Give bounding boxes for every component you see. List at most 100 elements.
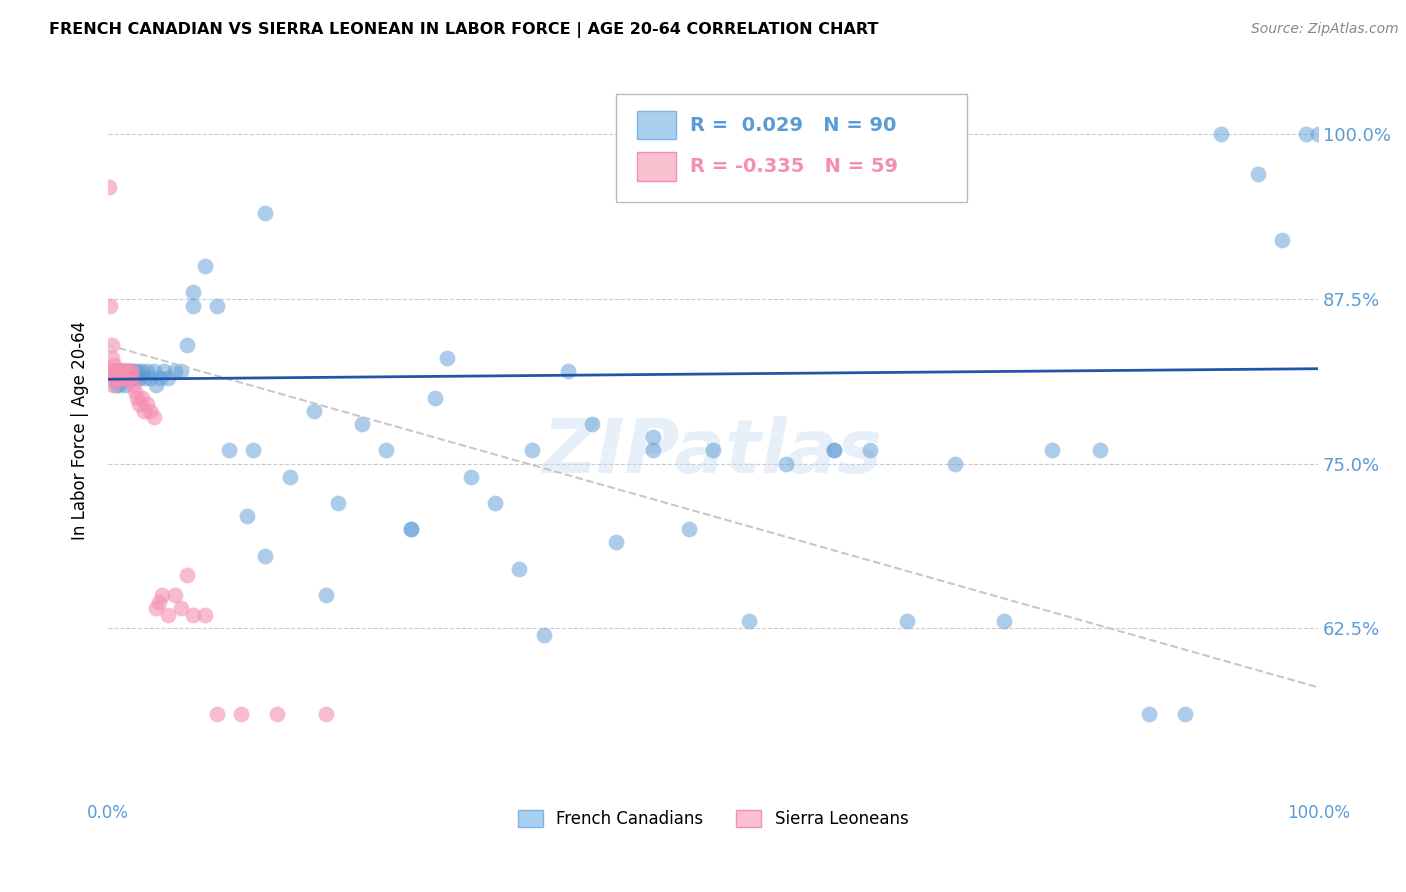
- Point: [112, 364, 135, 378]
- Point: [108, 364, 131, 378]
- Text: ZIPatlas: ZIPatlas: [543, 416, 883, 489]
- Point: [105, 364, 128, 378]
- Point: [112, 364, 135, 378]
- Point: [111, 371, 134, 385]
- Point: [103, 364, 125, 378]
- Point: [120, 371, 142, 385]
- Point: [242, 443, 264, 458]
- Point: [105, 364, 128, 378]
- Point: [108, 371, 131, 385]
- Point: [135, 397, 157, 411]
- Point: [194, 607, 217, 622]
- Point: [229, 706, 252, 721]
- Point: [1211, 128, 1233, 142]
- Point: [1295, 128, 1317, 142]
- Point: [943, 457, 966, 471]
- Point: [157, 607, 180, 622]
- Point: [134, 404, 156, 418]
- Point: [120, 371, 142, 385]
- Text: R = -0.335   N = 59: R = -0.335 N = 59: [690, 157, 898, 176]
- Point: [111, 364, 134, 378]
- Point: [103, 364, 125, 378]
- Point: [107, 364, 129, 378]
- Point: [205, 298, 228, 312]
- Point: [254, 549, 277, 563]
- Point: [125, 371, 148, 385]
- Point: [145, 377, 167, 392]
- Point: [236, 509, 259, 524]
- Point: [181, 285, 204, 300]
- FancyBboxPatch shape: [616, 94, 967, 202]
- Point: [107, 371, 129, 385]
- Point: [557, 364, 579, 378]
- Point: [125, 391, 148, 405]
- Point: [121, 364, 143, 378]
- Point: [823, 443, 845, 458]
- Point: [508, 562, 530, 576]
- Point: [101, 364, 124, 378]
- Point: [326, 496, 349, 510]
- Point: [993, 615, 1015, 629]
- Point: [181, 607, 204, 622]
- Point: [315, 588, 337, 602]
- Point: [157, 371, 180, 385]
- Point: [107, 364, 129, 378]
- Point: [859, 443, 882, 458]
- Point: [145, 601, 167, 615]
- Point: [114, 377, 136, 392]
- Point: [641, 430, 664, 444]
- Point: [823, 443, 845, 458]
- Point: [105, 371, 128, 385]
- Point: [169, 364, 191, 378]
- Bar: [637, 111, 675, 139]
- Point: [103, 358, 125, 372]
- Point: [114, 371, 136, 385]
- Point: [315, 706, 337, 721]
- Point: [169, 601, 191, 615]
- Point: [103, 364, 125, 378]
- Point: [124, 364, 146, 378]
- Point: [118, 371, 141, 385]
- Point: [163, 588, 186, 602]
- Text: FRENCH CANADIAN VS SIERRA LEONEAN IN LABOR FORCE | AGE 20-64 CORRELATION CHART: FRENCH CANADIAN VS SIERRA LEONEAN IN LAB…: [49, 22, 879, 38]
- Point: [118, 364, 141, 378]
- Point: [112, 371, 135, 385]
- Point: [143, 410, 166, 425]
- Point: [111, 371, 134, 385]
- Point: [107, 371, 129, 385]
- Point: [605, 535, 627, 549]
- Point: [641, 443, 664, 458]
- Point: [110, 371, 132, 385]
- Point: [581, 417, 603, 431]
- Point: [100, 298, 122, 312]
- Point: [117, 371, 139, 385]
- Point: [738, 615, 761, 629]
- Point: [131, 364, 153, 378]
- Point: [115, 371, 138, 385]
- Point: [122, 371, 145, 385]
- Point: [117, 371, 139, 385]
- Point: [114, 371, 136, 385]
- Point: [118, 364, 141, 378]
- Point: [108, 364, 131, 378]
- Point: [533, 628, 555, 642]
- Point: [254, 206, 277, 220]
- Point: [98, 180, 121, 194]
- Point: [112, 371, 135, 385]
- Point: [128, 371, 150, 385]
- Point: [399, 522, 422, 536]
- Point: [1090, 443, 1112, 458]
- Point: [139, 404, 162, 418]
- Text: Source: ZipAtlas.com: Source: ZipAtlas.com: [1251, 22, 1399, 37]
- Point: [104, 364, 127, 378]
- Point: [121, 364, 143, 378]
- Point: [218, 443, 240, 458]
- Point: [266, 706, 288, 721]
- Point: [775, 457, 797, 471]
- Point: [205, 706, 228, 721]
- Point: [678, 522, 700, 536]
- Point: [108, 364, 131, 378]
- Point: [163, 364, 186, 378]
- Point: [117, 364, 139, 378]
- Point: [115, 364, 138, 378]
